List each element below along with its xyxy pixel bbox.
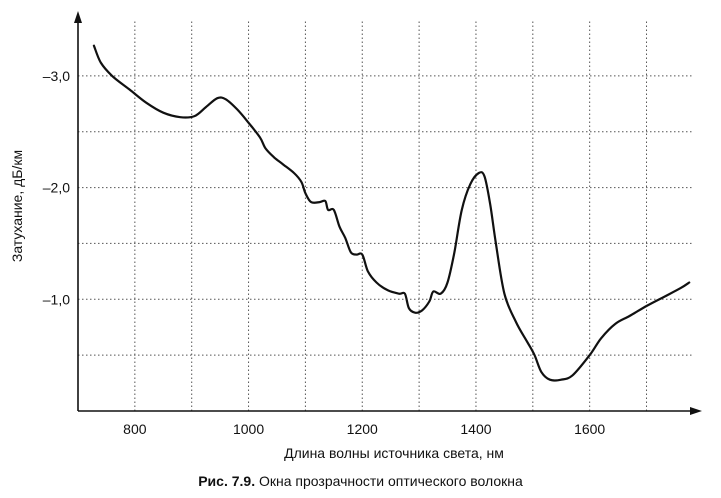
y-tick-label-0: –1,0 — [43, 291, 70, 307]
y-axis-arrow — [74, 11, 82, 23]
caption-text: Окна прозрачности оптического волокна — [255, 473, 523, 489]
x-tick-label-1600: 1600 — [574, 421, 605, 437]
axes-layer — [74, 11, 702, 415]
x-axis-title: Длина волны источника света, нм — [284, 445, 504, 461]
caption-label: Рис. 7.9. — [198, 473, 256, 489]
x-tick-label-1200: 1200 — [347, 421, 378, 437]
y-tick-label-1: –2,0 — [43, 180, 70, 196]
attenuation-curve-0 — [92, 44, 691, 382]
x-axis-arrow — [690, 407, 702, 415]
x-tick-label-800: 800 — [123, 421, 147, 437]
x-tick-label-1400: 1400 — [460, 421, 491, 437]
series-layer — [92, 44, 691, 382]
y-axis-title: Затухание, дБ/км — [9, 150, 25, 262]
y-tick-label-2: –3,0 — [43, 68, 70, 84]
grid-layer — [78, 20, 692, 411]
figure-caption: Рис. 7.9. Окна прозрачности оптического … — [0, 473, 721, 489]
tick-labels: 800 1000 1200 1400 1600 –1,0 –2,0 –3,0 — [43, 68, 606, 437]
x-tick-label-1000: 1000 — [233, 421, 264, 437]
attenuation-chart: 800 1000 1200 1400 1600 –1,0 –2,0 –3,0 Длина во… — [9, 11, 702, 461]
